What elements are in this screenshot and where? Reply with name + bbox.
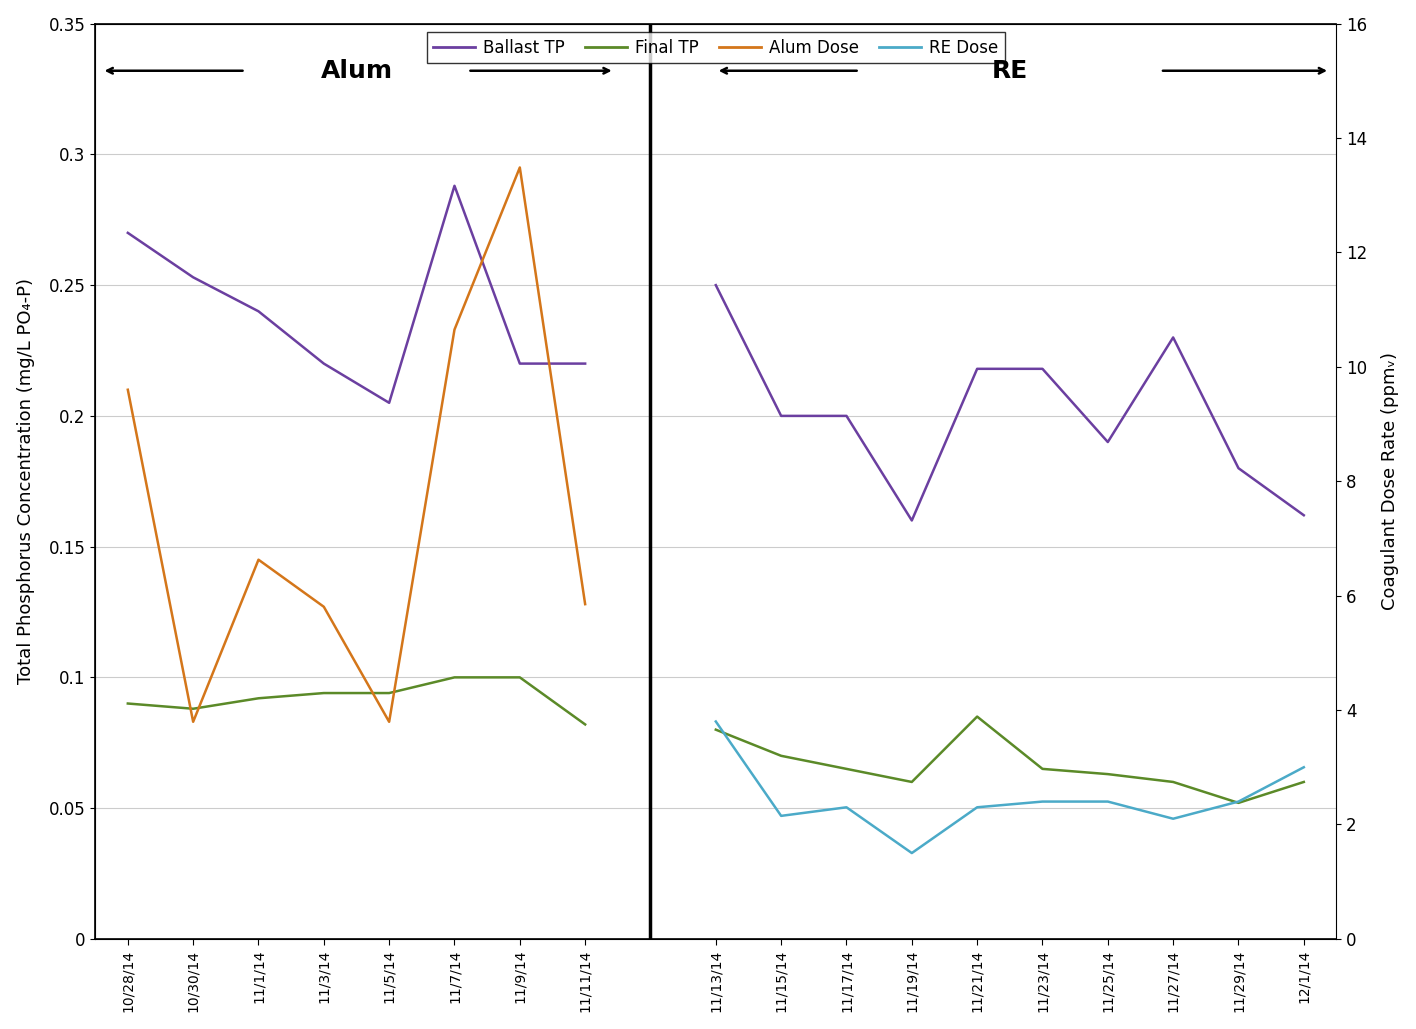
- Y-axis label: Total Phosphorus Concentration (mg/L PO₄-P): Total Phosphorus Concentration (mg/L PO₄…: [17, 278, 34, 684]
- Text: Alum: Alum: [320, 59, 392, 82]
- Text: RE: RE: [991, 59, 1028, 82]
- Legend: Ballast TP, Final TP, Alum Dose, RE Dose: Ballast TP, Final TP, Alum Dose, RE Dose: [426, 32, 1005, 64]
- Y-axis label: Coagulant Dose Rate (ppmᵥ): Coagulant Dose Rate (ppmᵥ): [1382, 352, 1399, 610]
